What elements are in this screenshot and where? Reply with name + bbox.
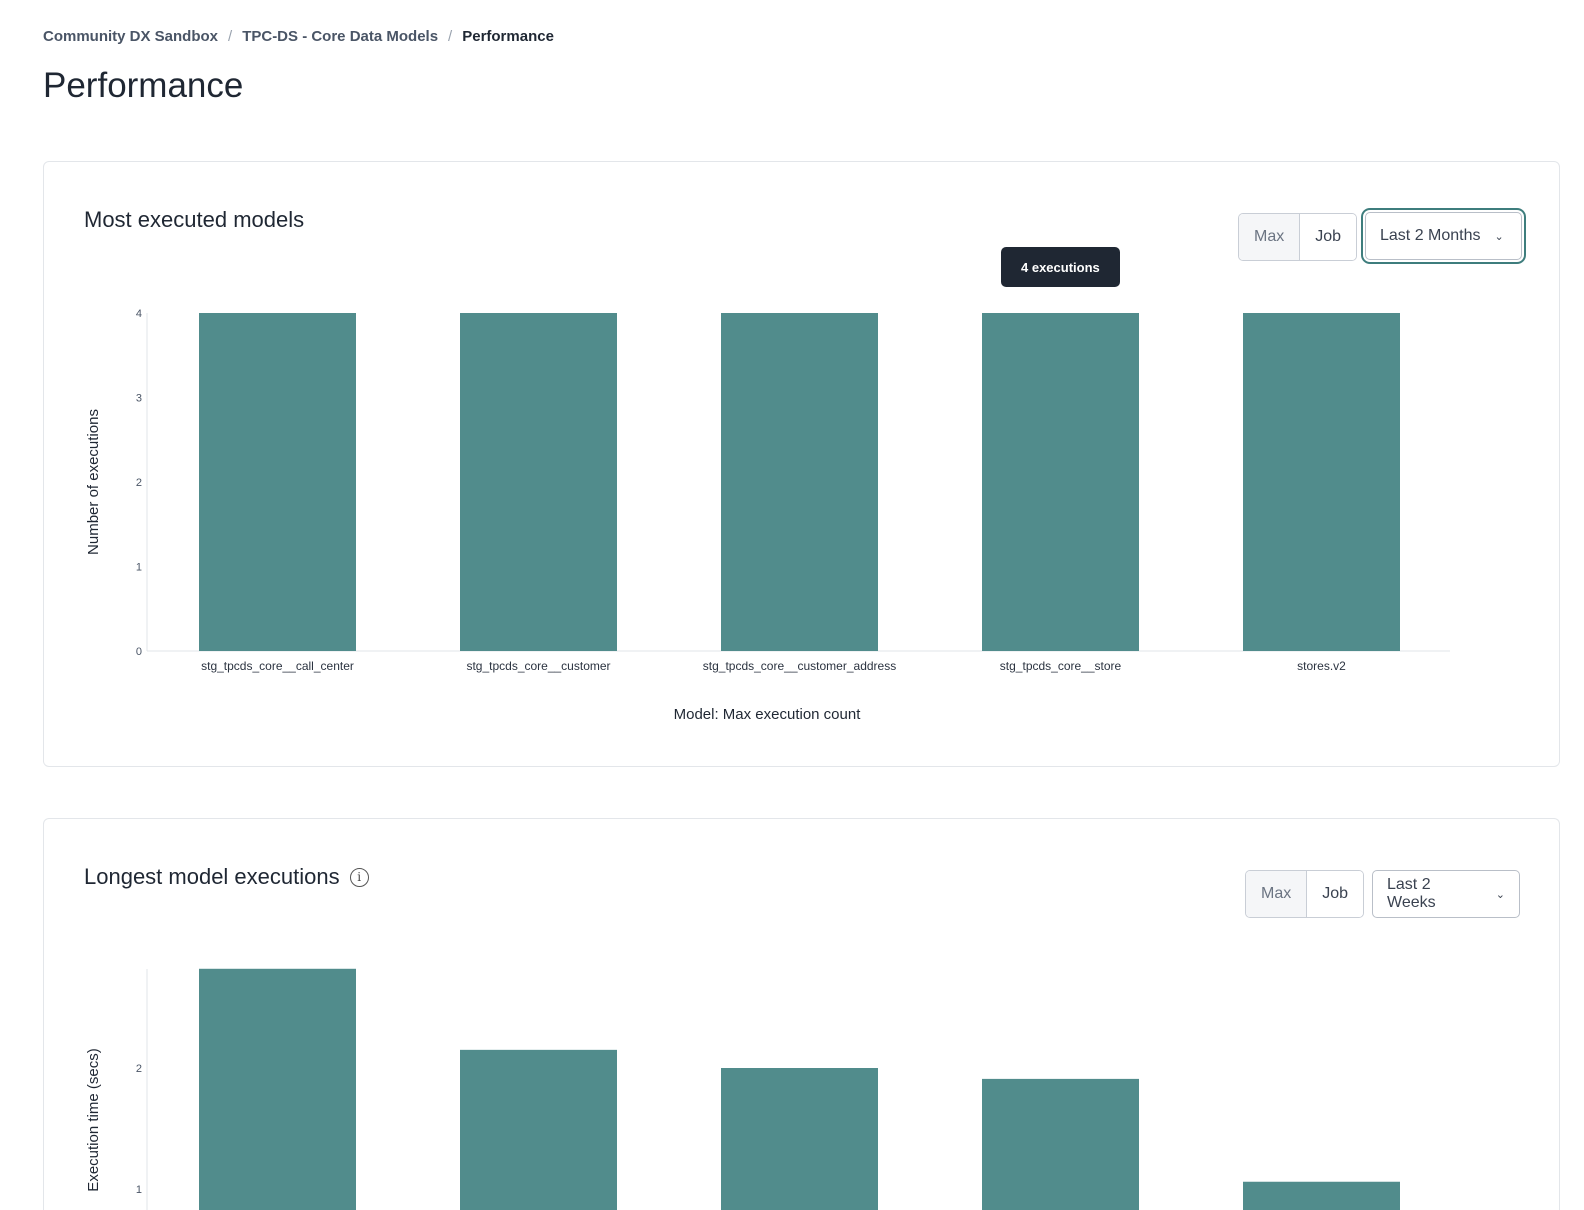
breadcrumb: Community DX Sandbox / TPC-DS - Core Data… (43, 28, 554, 45)
bar (721, 313, 878, 651)
max-button[interactable]: Max (1239, 214, 1301, 260)
breadcrumb-item[interactable]: TPC-DS - Core Data Models (242, 28, 439, 45)
job-button[interactable]: Job (1307, 871, 1364, 917)
time-range-dropdown[interactable]: Last 2 Weeks ⌄ (1372, 870, 1520, 918)
bar (982, 1078, 1139, 1210)
time-range-dropdown[interactable]: Last 2 Months ⌄ (1365, 212, 1522, 260)
y-axis-title: Number of executions (85, 409, 102, 555)
card-title: Longest model executions i (84, 864, 369, 890)
bar-tooltip: 4 executions (1001, 247, 1120, 287)
info-icon[interactable]: i (349, 867, 369, 887)
x-tick-label: stores.v2 (1297, 659, 1346, 673)
page-title: Performance (43, 66, 244, 105)
x-tick-label: stg_tpcds_core__call_center (201, 659, 354, 673)
bar (199, 313, 356, 651)
y-tick-label: 2 (136, 1063, 142, 1075)
bar (1243, 313, 1400, 651)
time-range-label: Last 2 Weeks (1387, 876, 1436, 911)
x-tick-label: stg_tpcds_core__customer (466, 659, 610, 673)
x-tick-label: stg_tpcds_core__store (1000, 659, 1122, 673)
y-tick-label: 0 (136, 646, 142, 658)
execution-time-bar-chart: 1 2 Execution time (secs) (85, 968, 1400, 1210)
bar (199, 968, 356, 1210)
y-tick-label: 1 (136, 1184, 142, 1196)
y-tick-label: 3 (136, 393, 142, 405)
bar (721, 1068, 878, 1210)
y-axis-title: Execution time (secs) (85, 1048, 102, 1191)
max-job-toggle: Max Job (1245, 870, 1365, 918)
bar (982, 313, 1139, 651)
breadcrumb-item[interactable]: Community DX Sandbox (43, 28, 219, 45)
x-tick-label: stg_tpcds_core__customer_address (703, 659, 896, 673)
time-range-label: Last 2 Months (1380, 227, 1481, 244)
breadcrumb-separator: / (448, 28, 453, 45)
max-button[interactable]: Max (1246, 871, 1308, 917)
y-tick-label: 2 (136, 477, 142, 489)
bar (460, 313, 617, 651)
breadcrumb-separator: / (228, 28, 233, 45)
max-job-toggle: Max Job (1238, 213, 1358, 261)
y-tick-label: 4 (136, 308, 142, 320)
breadcrumb-current: Performance (462, 28, 554, 45)
chevron-down-icon: ⌄ (1494, 230, 1504, 243)
card-title-text: Longest model executions (84, 864, 340, 889)
x-axis-title: Model: Max execution count (674, 706, 862, 723)
bar (1243, 1181, 1400, 1210)
job-button[interactable]: Job (1300, 214, 1357, 260)
executions-bar-chart: 0 1 2 3 4 stg_tpcds_core__call_center stg_tpcd… (85, 308, 1450, 723)
chevron-down-icon: ⌄ (1495, 888, 1505, 901)
bar (460, 1049, 617, 1210)
card-title: Most executed models (84, 207, 305, 232)
y-tick-label: 1 (136, 562, 142, 574)
